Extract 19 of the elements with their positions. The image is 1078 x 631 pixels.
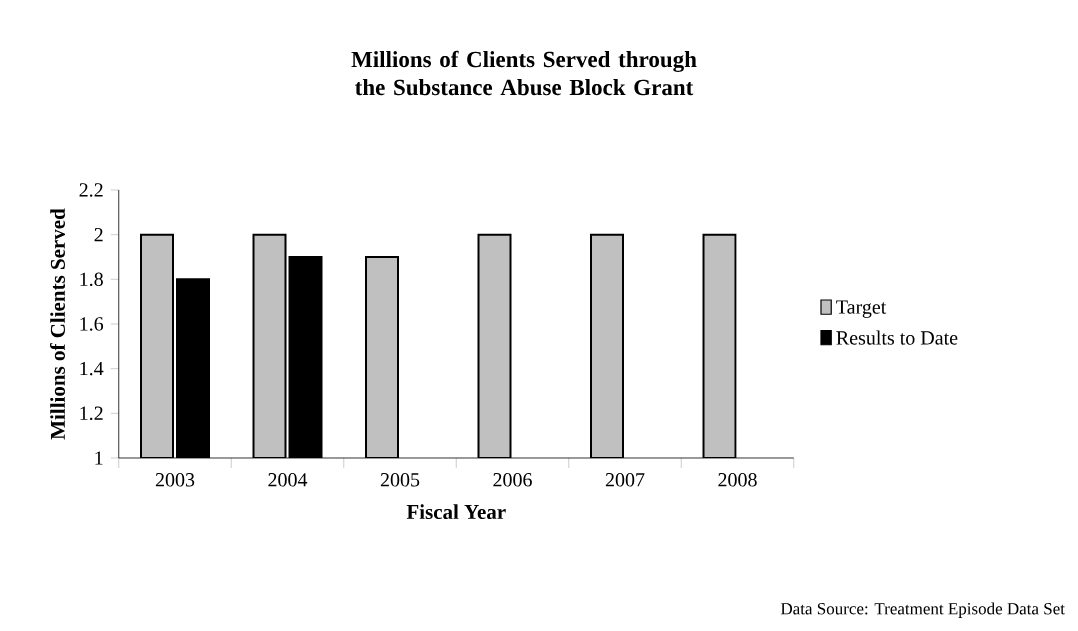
legend-label: Results to Date <box>836 330 958 345</box>
y-tick-label: 2.2 <box>79 183 103 197</box>
y-tick-label: 1.4 <box>80 361 104 376</box>
chart-title: Millions of Clients Served through the Substance Abuse Block Grant <box>351 50 697 96</box>
x-tick-label: 2004 <box>268 473 308 487</box>
y-tick-label: 1 <box>95 451 103 465</box>
x-tick-label: 2006 <box>493 473 532 487</box>
x-tick-label: 2003 <box>155 473 195 487</box>
y-tick-label: 1.8 <box>80 272 103 287</box>
source-note: Data Source: Treatment Episode Data Set <box>780 602 1065 618</box>
y-axis-title: Millions of Clients Served <box>49 208 65 440</box>
y-tick-label: 2 <box>94 228 103 242</box>
legend-label: Target <box>836 300 887 318</box>
x-tick-label: 2007 <box>605 473 645 487</box>
y-tick-label: 1.2 <box>80 406 103 421</box>
x-tick-label: 2005 <box>380 473 420 487</box>
x-axis-title: Fiscal Year <box>406 504 506 520</box>
x-tick-label: 2008 <box>718 473 757 487</box>
y-tick-label: 1.6 <box>80 317 104 331</box>
